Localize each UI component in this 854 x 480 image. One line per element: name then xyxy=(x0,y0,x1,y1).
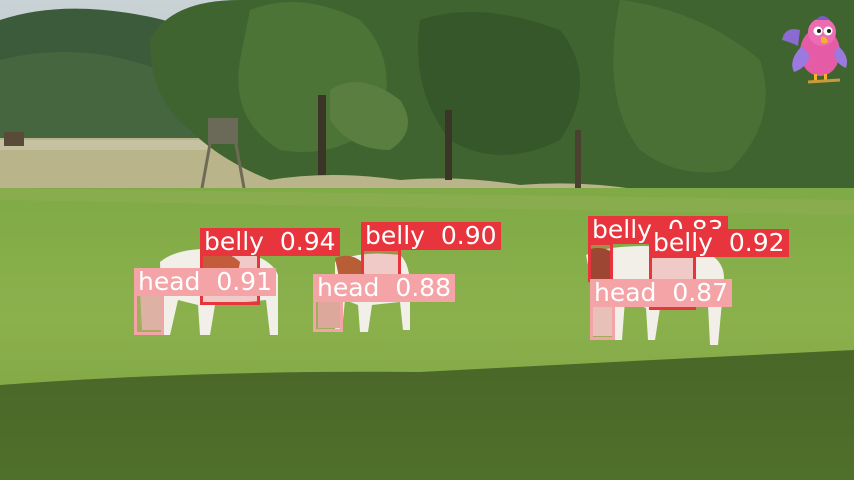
detection-label: head 0.91 xyxy=(134,268,276,296)
head-box xyxy=(134,292,164,335)
parrot-icon xyxy=(782,16,847,84)
detection-label: head 0.88 xyxy=(313,274,455,302)
foreground-shadow xyxy=(0,350,854,480)
detection-label: belly 0.90 xyxy=(361,222,501,250)
hunting-stand xyxy=(208,118,238,144)
detection-label: head 0.87 xyxy=(590,279,732,307)
head-box xyxy=(590,302,615,340)
detection-label: belly 0.94 xyxy=(200,228,340,256)
detection-label: belly 0.92 xyxy=(649,229,789,257)
belly-box xyxy=(588,242,613,282)
head-box xyxy=(313,298,343,332)
